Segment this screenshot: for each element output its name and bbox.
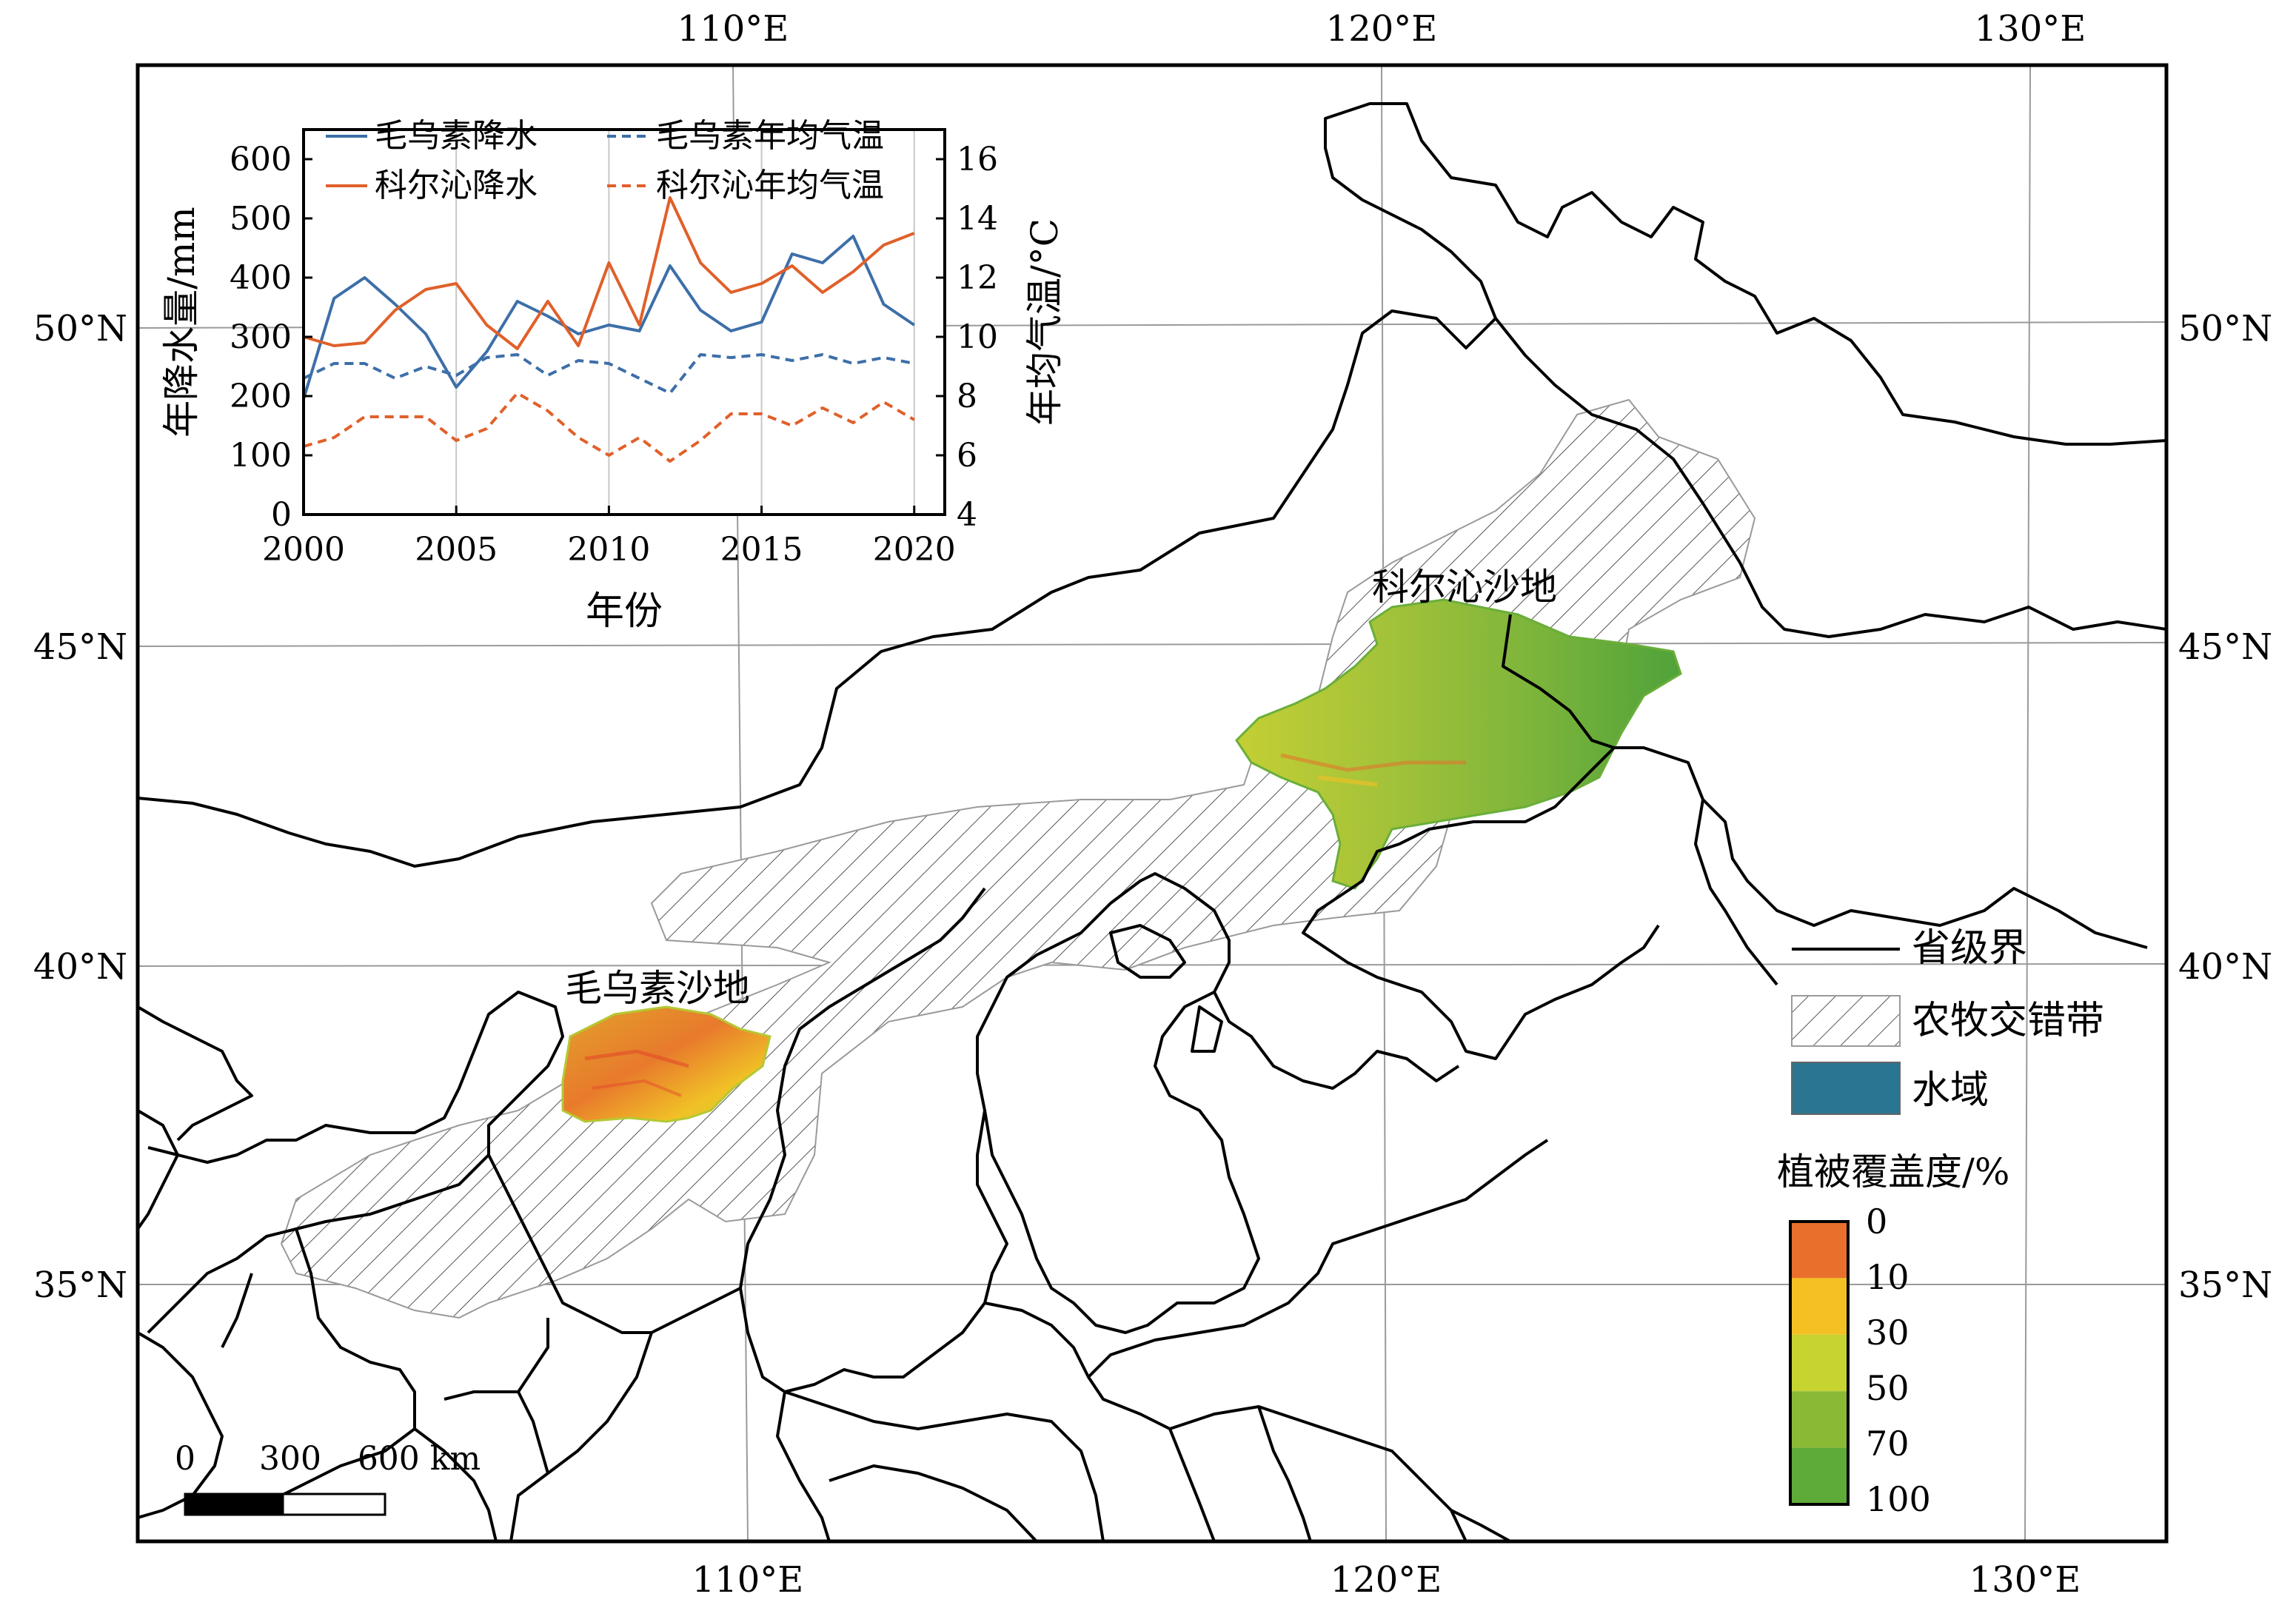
colorbar-tick-100: 100 xyxy=(1866,1479,1931,1519)
chart-y2tick-label-6: 16 xyxy=(957,141,998,178)
lon-label-110-bottom: 110°E xyxy=(692,1559,804,1601)
chart-xlabel: 年份 xyxy=(586,589,663,634)
kerqin-label: 科尔沁沙地 xyxy=(1372,566,1557,609)
kerqin-sandy-land xyxy=(1235,598,1682,890)
colorbar-segment-0 xyxy=(1790,1222,1848,1279)
lat-label-35-left: 35°N xyxy=(33,1264,127,1306)
legend-water-swatch xyxy=(1791,1062,1901,1115)
longitude-labels-bottom: 110°E 120°E 130°E xyxy=(692,1559,2081,1601)
maowusu-sandy-land xyxy=(561,1005,772,1123)
chart-y2tick-label-5: 14 xyxy=(957,200,998,238)
chart-ytick-label-6: 600 xyxy=(230,141,292,178)
scale-bar-white xyxy=(281,1493,386,1516)
legend-ecotone-swatch xyxy=(1791,995,1901,1047)
chart-y2tick-label-2: 8 xyxy=(957,378,977,415)
colorbar-segment-3 xyxy=(1790,1391,1848,1448)
lat-label-40-left: 40°N xyxy=(33,946,127,988)
latitude-labels-right: 50°N 45°N 40°N 35°N xyxy=(2178,308,2272,1306)
chart-series-line-3 xyxy=(303,392,915,463)
colorbar-segment-1 xyxy=(1790,1278,1848,1335)
lat-label-40-right: 40°N xyxy=(2178,946,2272,988)
lon-label-120-bottom: 120°E xyxy=(1331,1559,1442,1601)
lat-label-45-left: 45°N xyxy=(33,626,127,668)
lon-label-130-top: 130°E xyxy=(1975,8,2086,50)
chart-frame xyxy=(302,128,946,516)
maowusu-label: 毛乌素沙地 xyxy=(565,967,750,1010)
chart-y2tick-label-4: 12 xyxy=(957,259,998,297)
colorbar-tick-50: 50 xyxy=(1866,1368,1910,1408)
chart-legend-label-3: 科尔沁年均气温 xyxy=(656,167,884,204)
chart-series xyxy=(302,196,915,463)
chart-ytick-label-3: 300 xyxy=(230,318,292,356)
chart-xtick-label-3: 2015 xyxy=(720,531,803,569)
chart-ticks: 2000 2005 2010 2015 2020 0 100 200 300 400 500 600 4… xyxy=(230,141,998,569)
legend-ecotone-label: 农牧交错带 xyxy=(1912,999,2104,1043)
lat-label-45-right: 45°N xyxy=(2178,626,2272,668)
lat-label-50-right: 50°N xyxy=(2178,308,2272,349)
lon-label-110-top: 110°E xyxy=(677,8,789,50)
chart-ytick-label-0: 0 xyxy=(271,496,292,534)
lon-label-130-bottom: 130°E xyxy=(1969,1559,2081,1601)
colorbar xyxy=(1790,1222,1848,1504)
legend: 省级界 农牧交错带 水域 植被覆盖度/% 0 10 30 50 70 100 xyxy=(1777,926,2104,1519)
lat-label-35-right: 35°N xyxy=(2178,1264,2272,1306)
chart-ytick-label-4: 400 xyxy=(230,259,292,297)
chart-y2tick-label-3: 10 xyxy=(957,318,998,356)
legend-boundary-label: 省级界 xyxy=(1912,926,2027,971)
chart-series-line-0 xyxy=(302,235,915,400)
colorbar-segment-4 xyxy=(1790,1447,1848,1504)
scale-tick-600: 600 km xyxy=(358,1440,481,1478)
chart-series-line-1 xyxy=(303,196,915,350)
lat-label-50-left: 50°N xyxy=(33,308,127,349)
chart-series-line-2 xyxy=(303,353,915,395)
colorbar-ticks: 0 10 30 50 70 100 xyxy=(1866,1202,1931,1519)
map-frame xyxy=(135,63,2169,1544)
chart-xtick-label-1: 2005 xyxy=(415,531,498,569)
chart-y2tick-label-0: 4 xyxy=(957,496,977,534)
chart-y2label: 年均气温/°C xyxy=(1023,218,1066,426)
colorbar-segment-2 xyxy=(1790,1334,1848,1392)
latitude-labels-left: 50°N 45°N 40°N 35°N xyxy=(33,308,127,1306)
lon-label-120-top: 120°E xyxy=(1326,8,1438,50)
scale-tick-0: 0 xyxy=(175,1440,195,1478)
map-body xyxy=(138,65,2166,1541)
legend-water-label: 水域 xyxy=(1912,1068,1989,1113)
provincial-boundaries xyxy=(138,102,2166,1541)
chart-xtick-label-2: 2010 xyxy=(567,531,650,569)
scale-bar: 0 300 600 km xyxy=(175,1440,481,1516)
scale-bar-black xyxy=(184,1493,284,1516)
colorbar-tick-30: 30 xyxy=(1866,1313,1910,1353)
colorbar-tick-70: 70 xyxy=(1866,1424,1910,1464)
inset-chart: 2000 2005 2010 2015 2020 0 100 200 300 400 500 600 4… xyxy=(160,117,1066,634)
chart-ytick-label-5: 500 xyxy=(230,200,292,238)
longitude-labels-top: 110°E 120°E 130°E xyxy=(677,8,2086,50)
inset-background xyxy=(304,130,945,515)
chart-legend-label-0: 毛乌素降水 xyxy=(375,117,538,155)
chart-xtick-label-0: 2000 xyxy=(262,531,345,569)
chart-ytick-label-2: 200 xyxy=(230,378,292,415)
chart-y2tick-label-1: 6 xyxy=(957,437,977,475)
colorbar-tick-10: 10 xyxy=(1866,1257,1910,1297)
colorbar-frame xyxy=(1789,1220,1850,1506)
chart-xtick-label-4: 2020 xyxy=(873,531,956,569)
chart-ylabel: 年降水量/mm xyxy=(160,207,203,438)
chart-ytick-label-1: 100 xyxy=(230,437,292,475)
chart-legend-label-2: 毛乌素年均气温 xyxy=(656,117,884,155)
scale-tick-300: 300 xyxy=(259,1440,321,1478)
chart-legend-label-1: 科尔沁降水 xyxy=(375,167,538,204)
colorbar-tick-0: 0 xyxy=(1866,1202,1887,1242)
colorbar-title: 植被覆盖度/% xyxy=(1777,1150,2009,1193)
